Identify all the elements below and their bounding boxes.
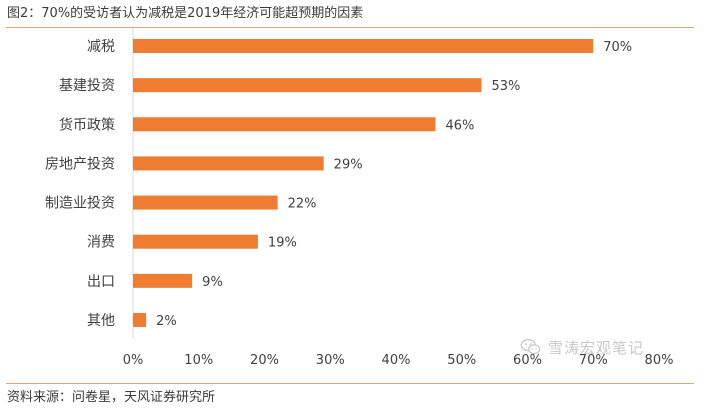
x-tick-label: 60% <box>513 353 542 368</box>
data-label: 29% <box>334 157 363 172</box>
bar <box>133 234 258 249</box>
category-label: 货币政策 <box>59 116 115 133</box>
category-label: 制造业投资 <box>45 196 115 212</box>
data-label: 2% <box>156 314 177 329</box>
bar <box>133 117 436 132</box>
bar <box>133 78 482 93</box>
category-label: 出口 <box>87 274 115 290</box>
wechat-icon <box>520 339 541 355</box>
category-label: 消费 <box>87 235 115 251</box>
x-tick-label: 80% <box>645 353 674 368</box>
x-tick-label: 30% <box>316 353 345 368</box>
bar <box>133 273 193 288</box>
data-label: 22% <box>288 197 317 212</box>
x-tick-label: 10% <box>184 353 213 368</box>
x-tick-label: 70% <box>579 353 608 368</box>
x-tick-label: 0% <box>123 353 144 368</box>
source-note: 资料来源：问卷星，天风证券研究所 <box>7 390 216 405</box>
watermark: 雪涛宏观笔记 <box>520 335 644 359</box>
category-label: 房地产投资 <box>45 156 115 172</box>
data-label: 70% <box>603 40 632 55</box>
chart-title: 图2：70%的受访者认为减税是2019年经济可能超预期的因素 <box>7 6 364 21</box>
watermark-text: 雪涛宏观笔记 <box>548 338 645 357</box>
x-tick-label: 50% <box>447 353 476 368</box>
x-tick-label: 40% <box>382 353 411 368</box>
x-tick-label: 20% <box>250 353 279 368</box>
data-label: 46% <box>445 118 474 133</box>
top-rule <box>6 27 694 28</box>
category-label: 基建投资 <box>59 77 115 94</box>
bar <box>133 195 278 210</box>
bottom-rule <box>6 383 694 384</box>
data-label: 19% <box>268 236 297 251</box>
category-label: 减税 <box>87 39 115 55</box>
bar <box>133 156 324 171</box>
data-label: 9% <box>202 275 223 290</box>
category-label: 其他 <box>87 313 115 329</box>
bar <box>133 312 147 327</box>
data-label: 53% <box>491 79 520 94</box>
bar <box>133 39 594 53</box>
